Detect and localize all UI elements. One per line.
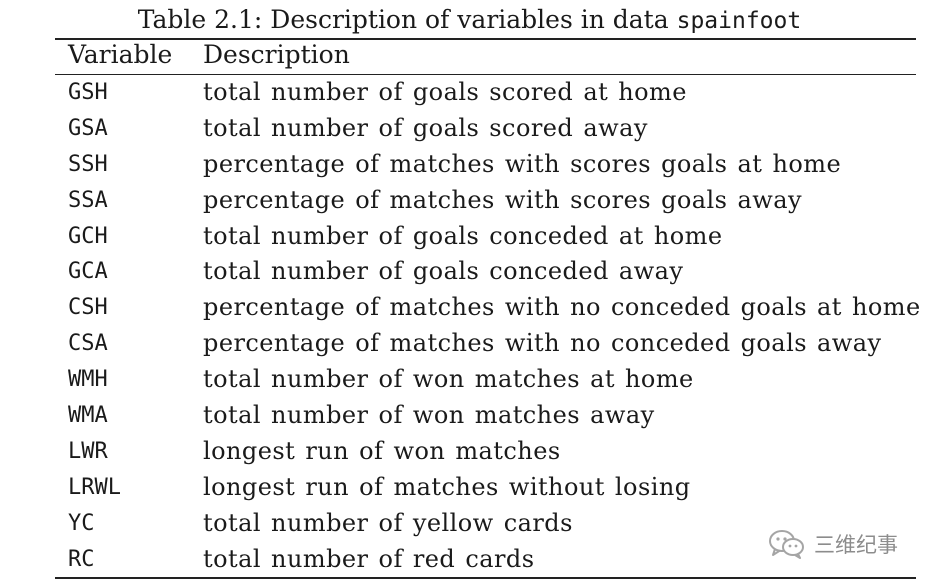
table-body: GSH total number of goals scored at home G… <box>0 75 939 577</box>
table-row: CSH percentage of matches with no concede… <box>0 290 939 326</box>
variable-description: percentage of matches with scores goals … <box>203 149 842 178</box>
table-row: LRWL longest run of matches without losin… <box>0 470 939 506</box>
caption-prefix: Table 2.1: Description of variables in d… <box>137 5 669 34</box>
variable-name: GSA <box>68 115 108 141</box>
variable-name: YC <box>68 510 95 536</box>
table-row: SSH percentage of matches with scores goa… <box>0 147 939 183</box>
table-row: CSA percentage of matches with no concede… <box>0 326 939 362</box>
variable-description: longest run of won matches <box>203 436 561 465</box>
table-header: Variable Description <box>0 39 939 73</box>
variable-name: LWR <box>68 438 108 464</box>
watermark-text: 三维纪事 <box>814 533 898 557</box>
variable-name: CSH <box>68 295 108 321</box>
table-row: WMH total number of won matches at home <box>0 362 939 398</box>
variable-description: percentage of matches with no conceded g… <box>203 329 882 358</box>
watermark: 三维纪事 <box>768 523 898 565</box>
variable-name: WMA <box>68 403 108 429</box>
variable-name: RC <box>68 546 95 572</box>
variable-description: total number of goals scored away <box>203 113 648 142</box>
table-row: LWR longest run of won matches <box>0 434 939 470</box>
table-row: RC total number of red cards <box>0 542 939 578</box>
table-row: GCH total number of goals conceded at hom… <box>0 219 939 255</box>
table-row: GSA total number of goals scored away <box>0 111 939 147</box>
variable-name: SSH <box>68 151 108 177</box>
header-description: Description <box>203 40 350 69</box>
table-row: WMA total number of won matches away <box>0 398 939 434</box>
variable-description: total number of goals conceded at home <box>203 221 723 250</box>
table-row: GSH total number of goals scored at home <box>0 75 939 111</box>
variable-name: GCH <box>68 223 108 249</box>
variable-name: GSH <box>68 80 108 105</box>
variable-description: total number of goals conceded away <box>203 257 684 286</box>
table-row: SSA percentage of matches with scores goa… <box>0 183 939 219</box>
variable-description: total number of goals scored at home <box>203 78 687 106</box>
table-row: YC total number of yellow cards <box>0 506 939 542</box>
caption-dataset-name: spainfoot <box>676 8 802 34</box>
variable-name: SSA <box>68 187 108 213</box>
variable-description: total number of red cards <box>203 544 535 573</box>
top-rule <box>55 38 916 40</box>
variable-description: total number of won matches away <box>203 401 655 430</box>
variable-name: GCA <box>68 259 108 285</box>
variable-description: total number of won matches at home <box>203 365 694 394</box>
variable-description: percentage of matches with scores goals … <box>203 185 803 214</box>
variable-description: total number of yellow cards <box>203 508 573 537</box>
variable-name: WMH <box>68 367 108 393</box>
header-variable: Variable <box>68 40 173 69</box>
bottom-rule <box>55 577 916 579</box>
variable-name: CSA <box>68 331 108 357</box>
table-caption: Table 2.1: Description of variables in d… <box>0 4 939 37</box>
variable-name: LRWL <box>68 474 121 500</box>
header-rule <box>55 74 916 75</box>
table-row: GCA total number of goals conceded away <box>0 254 939 290</box>
variable-description: percentage of matches with no conceded g… <box>203 293 921 322</box>
variable-description: longest run of matches without losing <box>203 472 691 501</box>
wechat-icon <box>768 528 806 560</box>
